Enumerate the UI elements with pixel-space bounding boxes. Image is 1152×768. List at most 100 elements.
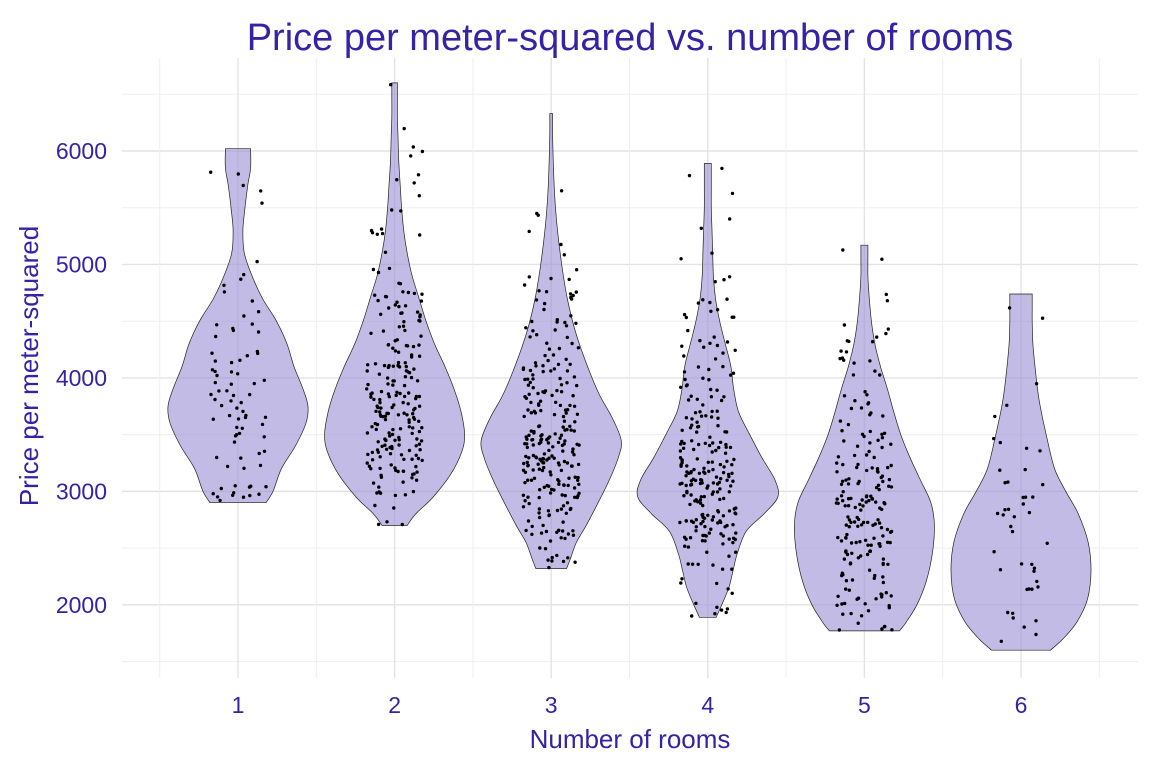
data-point	[378, 455, 382, 459]
data-point	[236, 417, 241, 421]
data-point	[540, 468, 545, 473]
data-point	[724, 430, 729, 434]
data-point	[716, 416, 720, 420]
data-point	[412, 415, 416, 420]
data-point	[881, 562, 885, 567]
data-point	[864, 500, 868, 504]
data-point	[556, 478, 560, 482]
data-point	[523, 480, 527, 485]
data-point	[399, 209, 403, 213]
data-point	[259, 189, 263, 193]
data-point	[733, 348, 737, 352]
violin-rooms-4	[636, 163, 779, 618]
data-point	[848, 562, 853, 566]
data-point	[679, 385, 683, 389]
data-point	[559, 242, 563, 247]
data-point	[574, 321, 578, 325]
data-point	[716, 510, 721, 514]
data-point	[543, 353, 547, 358]
data-point	[256, 310, 261, 314]
data-point	[410, 472, 415, 477]
data-point	[376, 440, 380, 444]
data-point	[524, 454, 528, 459]
data-point	[701, 403, 705, 407]
data-point	[1022, 625, 1026, 629]
data-point	[711, 515, 716, 519]
data-point	[537, 467, 542, 471]
data-point	[411, 412, 415, 416]
data-point	[849, 541, 854, 545]
data-point	[397, 443, 401, 447]
data-point	[865, 494, 869, 498]
data-point	[866, 609, 871, 613]
data-point	[690, 439, 694, 443]
data-point	[727, 275, 732, 279]
data-point	[678, 520, 682, 525]
data-point	[694, 601, 698, 605]
data-point	[369, 228, 374, 233]
data-point	[379, 389, 384, 394]
data-point	[685, 489, 689, 494]
data-point	[868, 441, 872, 445]
data-point	[417, 354, 422, 358]
data-point	[701, 503, 705, 508]
data-point	[886, 465, 890, 470]
data-point	[731, 479, 735, 483]
data-point	[389, 463, 393, 467]
data-point	[371, 267, 376, 272]
data-point	[386, 382, 390, 386]
data-point	[547, 513, 551, 518]
data-point	[694, 525, 698, 529]
data-point	[229, 399, 233, 403]
data-point	[852, 361, 856, 365]
data-point	[839, 539, 844, 543]
data-point	[863, 538, 868, 542]
data-point	[838, 419, 843, 423]
data-point	[992, 550, 996, 554]
data-point	[546, 441, 551, 445]
data-point	[533, 361, 538, 365]
data-point	[555, 388, 559, 393]
data-point	[839, 349, 843, 353]
data-point	[225, 389, 229, 393]
data-point	[378, 410, 382, 414]
data-point	[713, 357, 718, 361]
data-point	[1006, 480, 1010, 484]
data-point	[834, 501, 839, 505]
data-point	[697, 471, 702, 475]
data-point	[1009, 524, 1013, 529]
data-point	[889, 594, 893, 598]
data-point	[709, 527, 713, 531]
data-point	[407, 418, 411, 422]
data-point	[692, 447, 696, 452]
data-point	[539, 408, 543, 413]
data-point	[698, 501, 703, 505]
data-point	[682, 312, 687, 317]
data-point	[571, 447, 575, 451]
data-point	[566, 532, 571, 536]
data-point	[864, 453, 869, 457]
data-point	[412, 181, 416, 185]
data-point	[881, 534, 885, 538]
data-point	[730, 463, 734, 467]
data-point	[844, 549, 848, 553]
data-point	[534, 298, 539, 302]
data-point	[390, 444, 394, 449]
data-point	[703, 524, 707, 529]
data-point	[555, 553, 559, 558]
data-point	[213, 380, 217, 385]
data-point	[409, 355, 414, 359]
data-point	[211, 492, 215, 496]
data-point	[558, 403, 563, 408]
data-point	[703, 471, 707, 475]
data-point	[709, 309, 713, 313]
data-point	[379, 312, 383, 316]
data-point	[543, 547, 548, 551]
data-point	[701, 519, 705, 524]
data-point	[402, 126, 406, 131]
data-point	[856, 462, 860, 467]
data-point	[698, 498, 703, 502]
data-point	[529, 411, 533, 415]
data-point	[713, 280, 717, 284]
data-point	[849, 520, 853, 525]
